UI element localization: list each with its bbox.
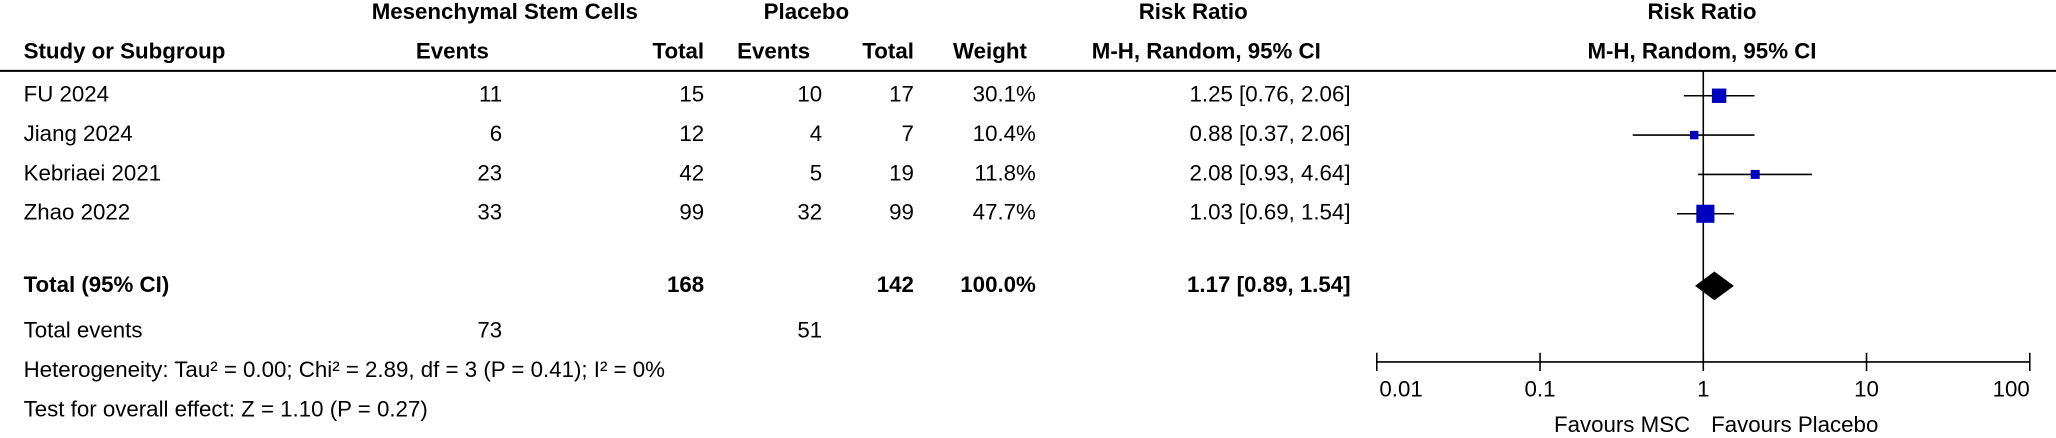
column-header: M-H, Random, 95% CI: [1092, 38, 1321, 63]
ctl-events: 4: [810, 121, 822, 146]
ci-text: 1.25 [0.76, 2.06]: [1189, 82, 1350, 107]
ctl-total: 7: [902, 121, 914, 146]
total-events-label: Total events: [24, 318, 143, 343]
study-name: FU 2024: [24, 82, 109, 107]
column-header: Events: [737, 38, 810, 63]
exp-total: 15: [679, 82, 704, 107]
weight: 30.1%: [973, 82, 1036, 107]
ctl-total: 19: [889, 160, 914, 185]
x-tick-label: 1: [1697, 377, 1709, 402]
exp-events: 33: [477, 200, 502, 225]
effect-square: [1689, 130, 1699, 140]
weight: 47.7%: [973, 200, 1036, 225]
total-weight: 100.0%: [960, 272, 1036, 297]
total-ctl: 142: [877, 272, 914, 297]
effect-square: [1696, 204, 1715, 223]
study-name: Zhao 2022: [24, 200, 131, 225]
study-name: Jiang 2024: [24, 121, 133, 146]
exp-total: 42: [679, 160, 704, 185]
total-events-exp: 73: [477, 318, 502, 343]
ci-text: 2.08 [0.93, 4.64]: [1189, 160, 1350, 185]
x-tick-label: 100: [1993, 377, 2030, 402]
exp-total: 12: [679, 121, 704, 146]
column-header: Events: [416, 38, 489, 63]
favours-left: Favours MSC: [1554, 412, 1690, 437]
favours-right: Favours Placebo: [1711, 412, 1878, 437]
x-tick-label: 10: [1854, 377, 1879, 402]
ci-text: 0.88 [0.37, 2.06]: [1189, 121, 1350, 146]
total-events-ctl: 51: [797, 318, 822, 343]
heterogeneity: Heterogeneity: Tau² = 0.00; Chi² = 2.89,…: [24, 357, 666, 382]
exp-events: 11: [479, 82, 502, 107]
group-header: Placebo: [764, 0, 849, 24]
group-header: Risk Ratio: [1647, 0, 1756, 24]
exp-events: 23: [477, 160, 502, 185]
group-header: Mesenchymal Stem Cells: [372, 0, 638, 24]
total-ci: 1.17 [0.89, 1.54]: [1187, 272, 1351, 297]
total-label: Total (95% CI): [24, 272, 170, 297]
ctl-events: 5: [810, 160, 822, 185]
ctl-events: 32: [797, 200, 822, 225]
x-tick-label: 0.01: [1379, 377, 1422, 402]
ctl-total: 17: [889, 82, 914, 107]
ctl-events: 10: [797, 82, 822, 107]
study-name: Kebriaei 2021: [24, 160, 162, 185]
x-tick-label: 0.1: [1525, 377, 1556, 402]
pooled-diamond: [1695, 271, 1734, 301]
weight: 10.4%: [973, 121, 1036, 146]
exp-events: 6: [490, 121, 502, 146]
ci-text: 1.03 [0.69, 1.54]: [1189, 200, 1350, 225]
overall-effect: Test for overall effect: Z = 1.10 (P = 0…: [24, 396, 428, 421]
effect-square: [1750, 169, 1760, 179]
column-header: M-H, Random, 95% CI: [1587, 38, 1816, 63]
column-header: Total: [862, 38, 914, 63]
exp-total: 99: [679, 200, 704, 225]
effect-square: [1711, 88, 1727, 103]
ctl-total: 99: [889, 200, 914, 225]
column-header: Total: [653, 38, 705, 63]
column-header: Study or Subgroup: [24, 38, 226, 63]
group-header: Risk Ratio: [1139, 0, 1248, 24]
total-exp: 168: [667, 272, 704, 297]
column-header: Weight: [953, 38, 1027, 63]
weight: 11.8%: [974, 160, 1036, 185]
